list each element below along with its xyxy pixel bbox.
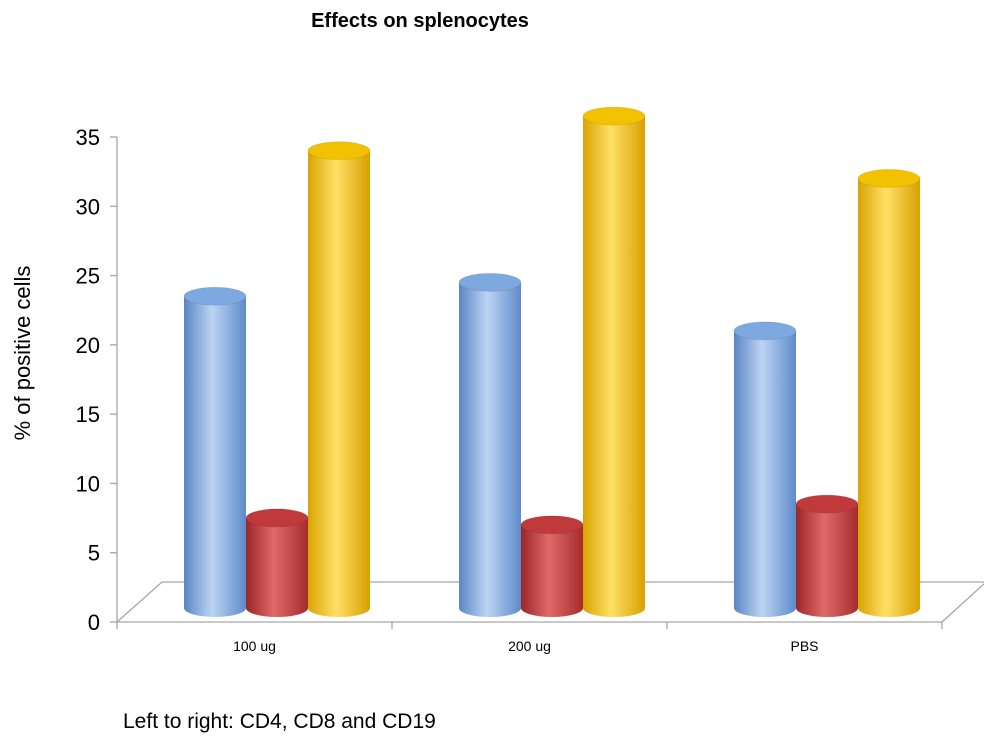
bar-body xyxy=(521,524,583,617)
bar-body xyxy=(734,330,796,617)
bar-body xyxy=(583,116,645,618)
bar-body xyxy=(858,178,920,617)
bar xyxy=(795,494,859,617)
y-tick-label: 5 xyxy=(88,541,100,566)
y-tick-label: 25 xyxy=(76,264,100,289)
x-tick-label: 100 ug xyxy=(233,638,276,654)
bar xyxy=(520,515,584,617)
bar-cap xyxy=(245,508,309,528)
bars xyxy=(183,106,921,618)
bar xyxy=(857,168,921,617)
y-tick-label: 0 xyxy=(88,610,100,635)
y-tick-label: 20 xyxy=(76,333,100,358)
bar-body xyxy=(184,296,246,617)
y-axis-label: % of positive cells xyxy=(10,266,35,441)
bar-cap xyxy=(582,106,646,126)
bar-body xyxy=(459,282,521,617)
x-tick-label: PBS xyxy=(790,638,818,654)
bar-cap xyxy=(857,168,921,188)
bar xyxy=(458,272,522,617)
chart-frame xyxy=(116,137,984,623)
bar-body xyxy=(796,504,858,617)
bar xyxy=(183,286,247,617)
bar-cap xyxy=(183,286,247,306)
bar-body xyxy=(308,150,370,617)
x-axis-ticks: 100 ug 200 ug PBS xyxy=(116,622,943,654)
bar-cap xyxy=(307,141,371,161)
y-tick-label: 10 xyxy=(76,471,100,496)
bar-cap xyxy=(520,515,584,535)
y-tick-label: 35 xyxy=(76,125,100,150)
bar-cap xyxy=(795,494,859,514)
y-tick-label: 15 xyxy=(76,402,100,427)
bar-cap xyxy=(458,272,522,292)
y-tick-label: 30 xyxy=(76,194,100,219)
y-axis-ticks: 0 5 10 15 20 25 30 35 xyxy=(76,125,117,635)
bar xyxy=(307,141,371,617)
bar xyxy=(582,106,646,618)
chart-floor xyxy=(116,581,984,623)
chart-note: Left to right: CD4, CD8 and CD19 xyxy=(123,710,436,733)
floor-right-edge xyxy=(941,582,984,623)
bar-cap xyxy=(733,321,797,341)
chart-title: Effects on splenocytes xyxy=(311,10,529,32)
bar xyxy=(733,321,797,617)
bar-body xyxy=(246,517,308,617)
bar xyxy=(245,508,309,617)
x-tick-label: 200 ug xyxy=(508,638,551,654)
